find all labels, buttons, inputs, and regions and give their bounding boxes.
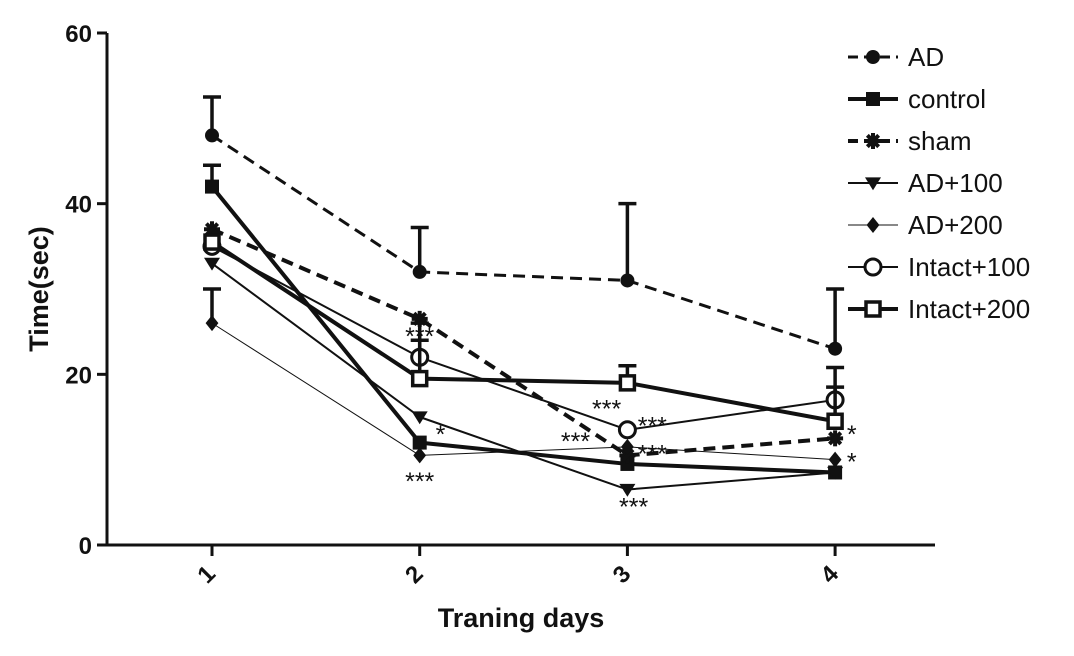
series-line [211,322,836,461]
y-axis-title: Time(sec) [24,226,54,352]
significance-annotation: *** [405,323,434,351]
legend-label: AD+200 [908,210,1003,240]
series-line [211,134,836,351]
significance-annotation: *** [638,441,667,469]
marker-triangle-down [865,177,881,191]
marker-circle [620,273,635,288]
marker-star [865,133,881,149]
marker-circle [866,50,880,64]
marker-star [619,447,636,464]
y-tick-label: 20 [65,362,92,389]
series-ad [203,95,845,356]
significance-annotation: *** [561,428,590,456]
significance-annotation: *** [592,395,621,423]
marker-circle-open [863,257,883,277]
marker-star [827,430,844,447]
marker-square-open [203,233,221,251]
marker-diamond [413,447,427,464]
marker-star [204,221,220,238]
marker-square-open [864,300,882,318]
legend-item-intact-100: Intact+100 [848,252,1030,282]
axes [105,33,935,547]
marker-diamond [205,315,219,332]
marker-triangle-down [827,466,844,480]
legend-item-intact-200: Intact+200 [848,294,1030,324]
x-axis-title: Traning days [438,603,605,633]
star-ray [828,431,843,446]
series-layer [202,95,845,497]
series-ad-200 [203,287,842,468]
significance-annotation: * [847,421,857,449]
legend-item-control: control [848,84,986,114]
legend-item-ad: AD [848,42,944,72]
marker-square [412,435,427,450]
legend-label: AD [908,42,944,72]
marker-diamond [866,217,880,233]
legend-item-ad-100: AD+100 [848,168,1003,198]
marker-circle [205,128,219,143]
marker-circle [412,264,427,279]
significance-annotation: *** [619,494,648,522]
marker-circle [828,341,843,356]
marker-square-open [618,374,637,392]
star-ray [204,222,220,237]
legend-item-ad-200: AD+200 [848,210,1003,240]
x-ticks: 1 2 3 4 [192,545,845,589]
legend-item-sham: sham [848,126,972,156]
series-control [203,163,843,480]
marker-triangle-down [619,483,636,497]
x-tick-label: 3 [608,560,637,589]
star-ray [620,448,635,463]
y-tick-label: 60 [65,21,92,48]
series-line [211,262,836,491]
marker-triangle-down [204,257,220,271]
significance-annotation: * [436,421,446,449]
legend-label: AD+100 [908,168,1003,198]
legend-label: sham [908,126,972,156]
legend-label: Intact+200 [908,294,1030,324]
x-tick-label: 2 [400,560,429,589]
legend: AD control sham AD+100 AD+200 Intact+100 Intac… [848,42,1030,324]
series-sham [204,221,844,464]
y-ticks: 0 20 40 60 [65,21,107,560]
marker-square-open [410,369,429,388]
marker-triangle-down [411,411,428,425]
legend-label: control [908,84,986,114]
annotations: **************** ******** [405,323,857,522]
series-intact-200 [203,233,845,431]
y-tick-label: 0 [79,533,92,560]
x-tick-label: 4 [816,560,845,589]
series-line [210,240,836,424]
marker-circle-open [617,420,637,440]
star-ray [865,133,881,149]
series-line [211,245,836,431]
legend-label: Intact+100 [908,252,1030,282]
series-ad-100 [204,257,844,497]
x-tick-label: 1 [192,560,221,589]
marker-square [866,92,880,106]
significance-annotation: *** [638,413,667,441]
significance-annotation: *** [405,468,434,496]
marker-diamond [828,451,842,468]
significance-annotation: * [847,448,857,476]
series-line [211,227,836,458]
marker-square-open [826,412,844,431]
y-tick-label: 40 [65,192,92,219]
marker-square [205,179,219,194]
marker-diamond [621,438,634,455]
series-line [210,185,836,475]
